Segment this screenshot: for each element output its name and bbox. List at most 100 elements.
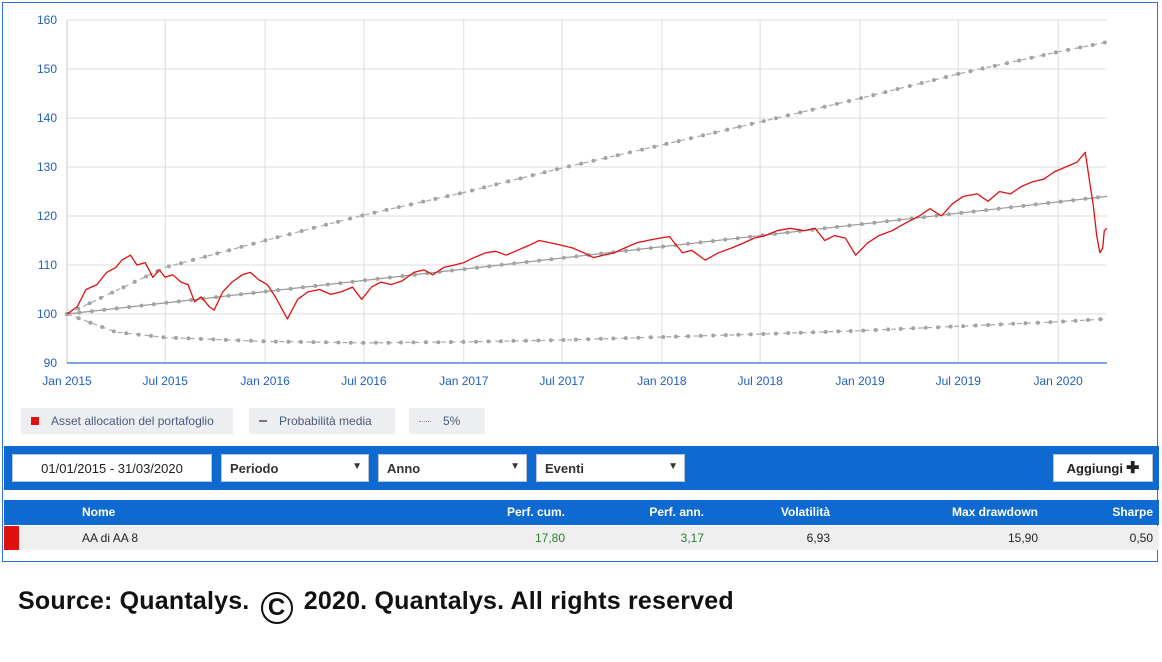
anno-select[interactable]: Anno ▼ [378, 454, 527, 482]
series-marker [348, 216, 353, 221]
x-tick-label: Jan 2015 [42, 374, 92, 388]
series-marker [288, 286, 293, 291]
chart-series [65, 40, 1108, 345]
series-marker [448, 340, 453, 344]
series-marker [723, 333, 728, 338]
copyright-icon: C [260, 592, 293, 624]
cell-nome: AA di AA 8 [82, 531, 139, 545]
y-tick-label: 100 [37, 307, 57, 321]
date-range-input[interactable]: 01/01/2015 - 31/03/2020 [12, 454, 212, 482]
y-tick-label: 110 [38, 258, 57, 272]
series-marker [786, 331, 791, 336]
series-marker [100, 325, 105, 329]
series-marker [1009, 205, 1013, 210]
series-marker [936, 325, 941, 330]
periodo-select-label: Periodo [230, 460, 279, 476]
series-marker [701, 133, 705, 138]
series-marker [836, 329, 841, 334]
y-tick-label: 130 [37, 160, 57, 174]
series-marker [554, 167, 559, 172]
series-marker [450, 268, 454, 273]
series-marker [1033, 202, 1038, 207]
series-marker [623, 248, 628, 253]
series-marker [186, 336, 191, 341]
eventi-select[interactable]: Eventi ▼ [536, 454, 685, 482]
series-marker [1036, 320, 1040, 325]
series-line-upper-5--markers [65, 40, 1107, 316]
series-marker [132, 279, 137, 284]
series-marker [144, 274, 149, 279]
series-marker [1061, 319, 1065, 324]
table-row[interactable]: AA di AA 8 17,80 3,17 6,93 15,90 0,50 [4, 526, 1159, 550]
series-marker [848, 329, 853, 333]
series-marker [911, 326, 916, 331]
legend-item-asset-allocation[interactable]: Asset allocation del portafoglio [21, 408, 233, 434]
series-marker [873, 328, 878, 332]
series-color-marker [4, 526, 19, 550]
series-marker [191, 257, 195, 262]
series-marker [323, 340, 328, 345]
series-marker [523, 338, 528, 343]
series-marker [298, 339, 303, 344]
x-tick-label: Jul 2015 [143, 374, 189, 388]
series-marker [161, 335, 166, 340]
series-marker [810, 107, 815, 112]
series-marker [76, 306, 81, 311]
chevron-down-icon: ▼ [352, 461, 362, 472]
series-marker [412, 272, 417, 277]
x-tick-label: Jul 2016 [341, 374, 387, 388]
chevron-down-icon: ▼ [668, 461, 678, 472]
column-header-nome[interactable]: Nome [82, 505, 116, 519]
series-marker [263, 289, 268, 294]
series-marker [287, 232, 292, 237]
series-marker [470, 188, 474, 193]
series-marker [688, 136, 693, 141]
series-marker [748, 332, 753, 337]
series-marker [457, 191, 462, 196]
series-marker [761, 332, 766, 336]
aggiungi-button-label: Aggiungi [1066, 460, 1123, 476]
column-header-volatilita[interactable]: Volatilità [780, 505, 830, 519]
series-marker [487, 264, 492, 269]
series-marker [971, 209, 976, 214]
series-marker [461, 339, 466, 344]
column-header-max-drawdown[interactable]: Max drawdown [951, 505, 1038, 519]
source-text-after: 2020. Quantalys. All rights reserved [303, 587, 734, 615]
series-marker [409, 202, 413, 207]
series-marker [1083, 196, 1088, 201]
series-marker [835, 224, 840, 229]
series-marker [375, 276, 380, 281]
series-marker [871, 93, 876, 98]
column-header-perf-ann[interactable]: Perf. ann. [649, 505, 704, 519]
series-marker [361, 340, 366, 345]
series-marker [494, 182, 499, 187]
series-marker [1090, 43, 1095, 47]
series-marker [372, 210, 377, 215]
series-marker [286, 339, 291, 344]
series-marker [98, 295, 103, 300]
series-marker [203, 254, 208, 259]
performance-chart: 90 100 110 120 130 140 150 160 Jan 2015 Jul 2015 J… [37, 13, 1108, 388]
column-header-perf-cum[interactable]: Perf. cum. [506, 505, 565, 519]
series-marker [723, 237, 728, 242]
aggiungi-button[interactable]: Aggiungi ✚ [1053, 454, 1153, 482]
series-marker [1011, 321, 1016, 326]
legend-item-probabilita-media[interactable]: Probabilità media [249, 408, 395, 434]
series-marker [530, 173, 535, 178]
series-line-lower-5--markers [65, 312, 1103, 345]
series-marker [102, 307, 107, 312]
series-marker [1078, 45, 1083, 50]
series-marker [736, 332, 741, 337]
series-marker [387, 275, 392, 280]
series-marker [822, 226, 827, 231]
series-marker [542, 170, 547, 175]
series-marker [124, 331, 129, 336]
series-marker [348, 340, 353, 345]
series-marker [486, 339, 491, 344]
periodo-select[interactable]: Periodo ▼ [221, 454, 369, 482]
series-marker [263, 238, 268, 243]
series-marker [623, 336, 628, 341]
series-marker [931, 78, 936, 82]
legend-item-5-percent[interactable]: 5% [409, 408, 485, 434]
column-header-sharpe[interactable]: Sharpe [1112, 505, 1153, 519]
